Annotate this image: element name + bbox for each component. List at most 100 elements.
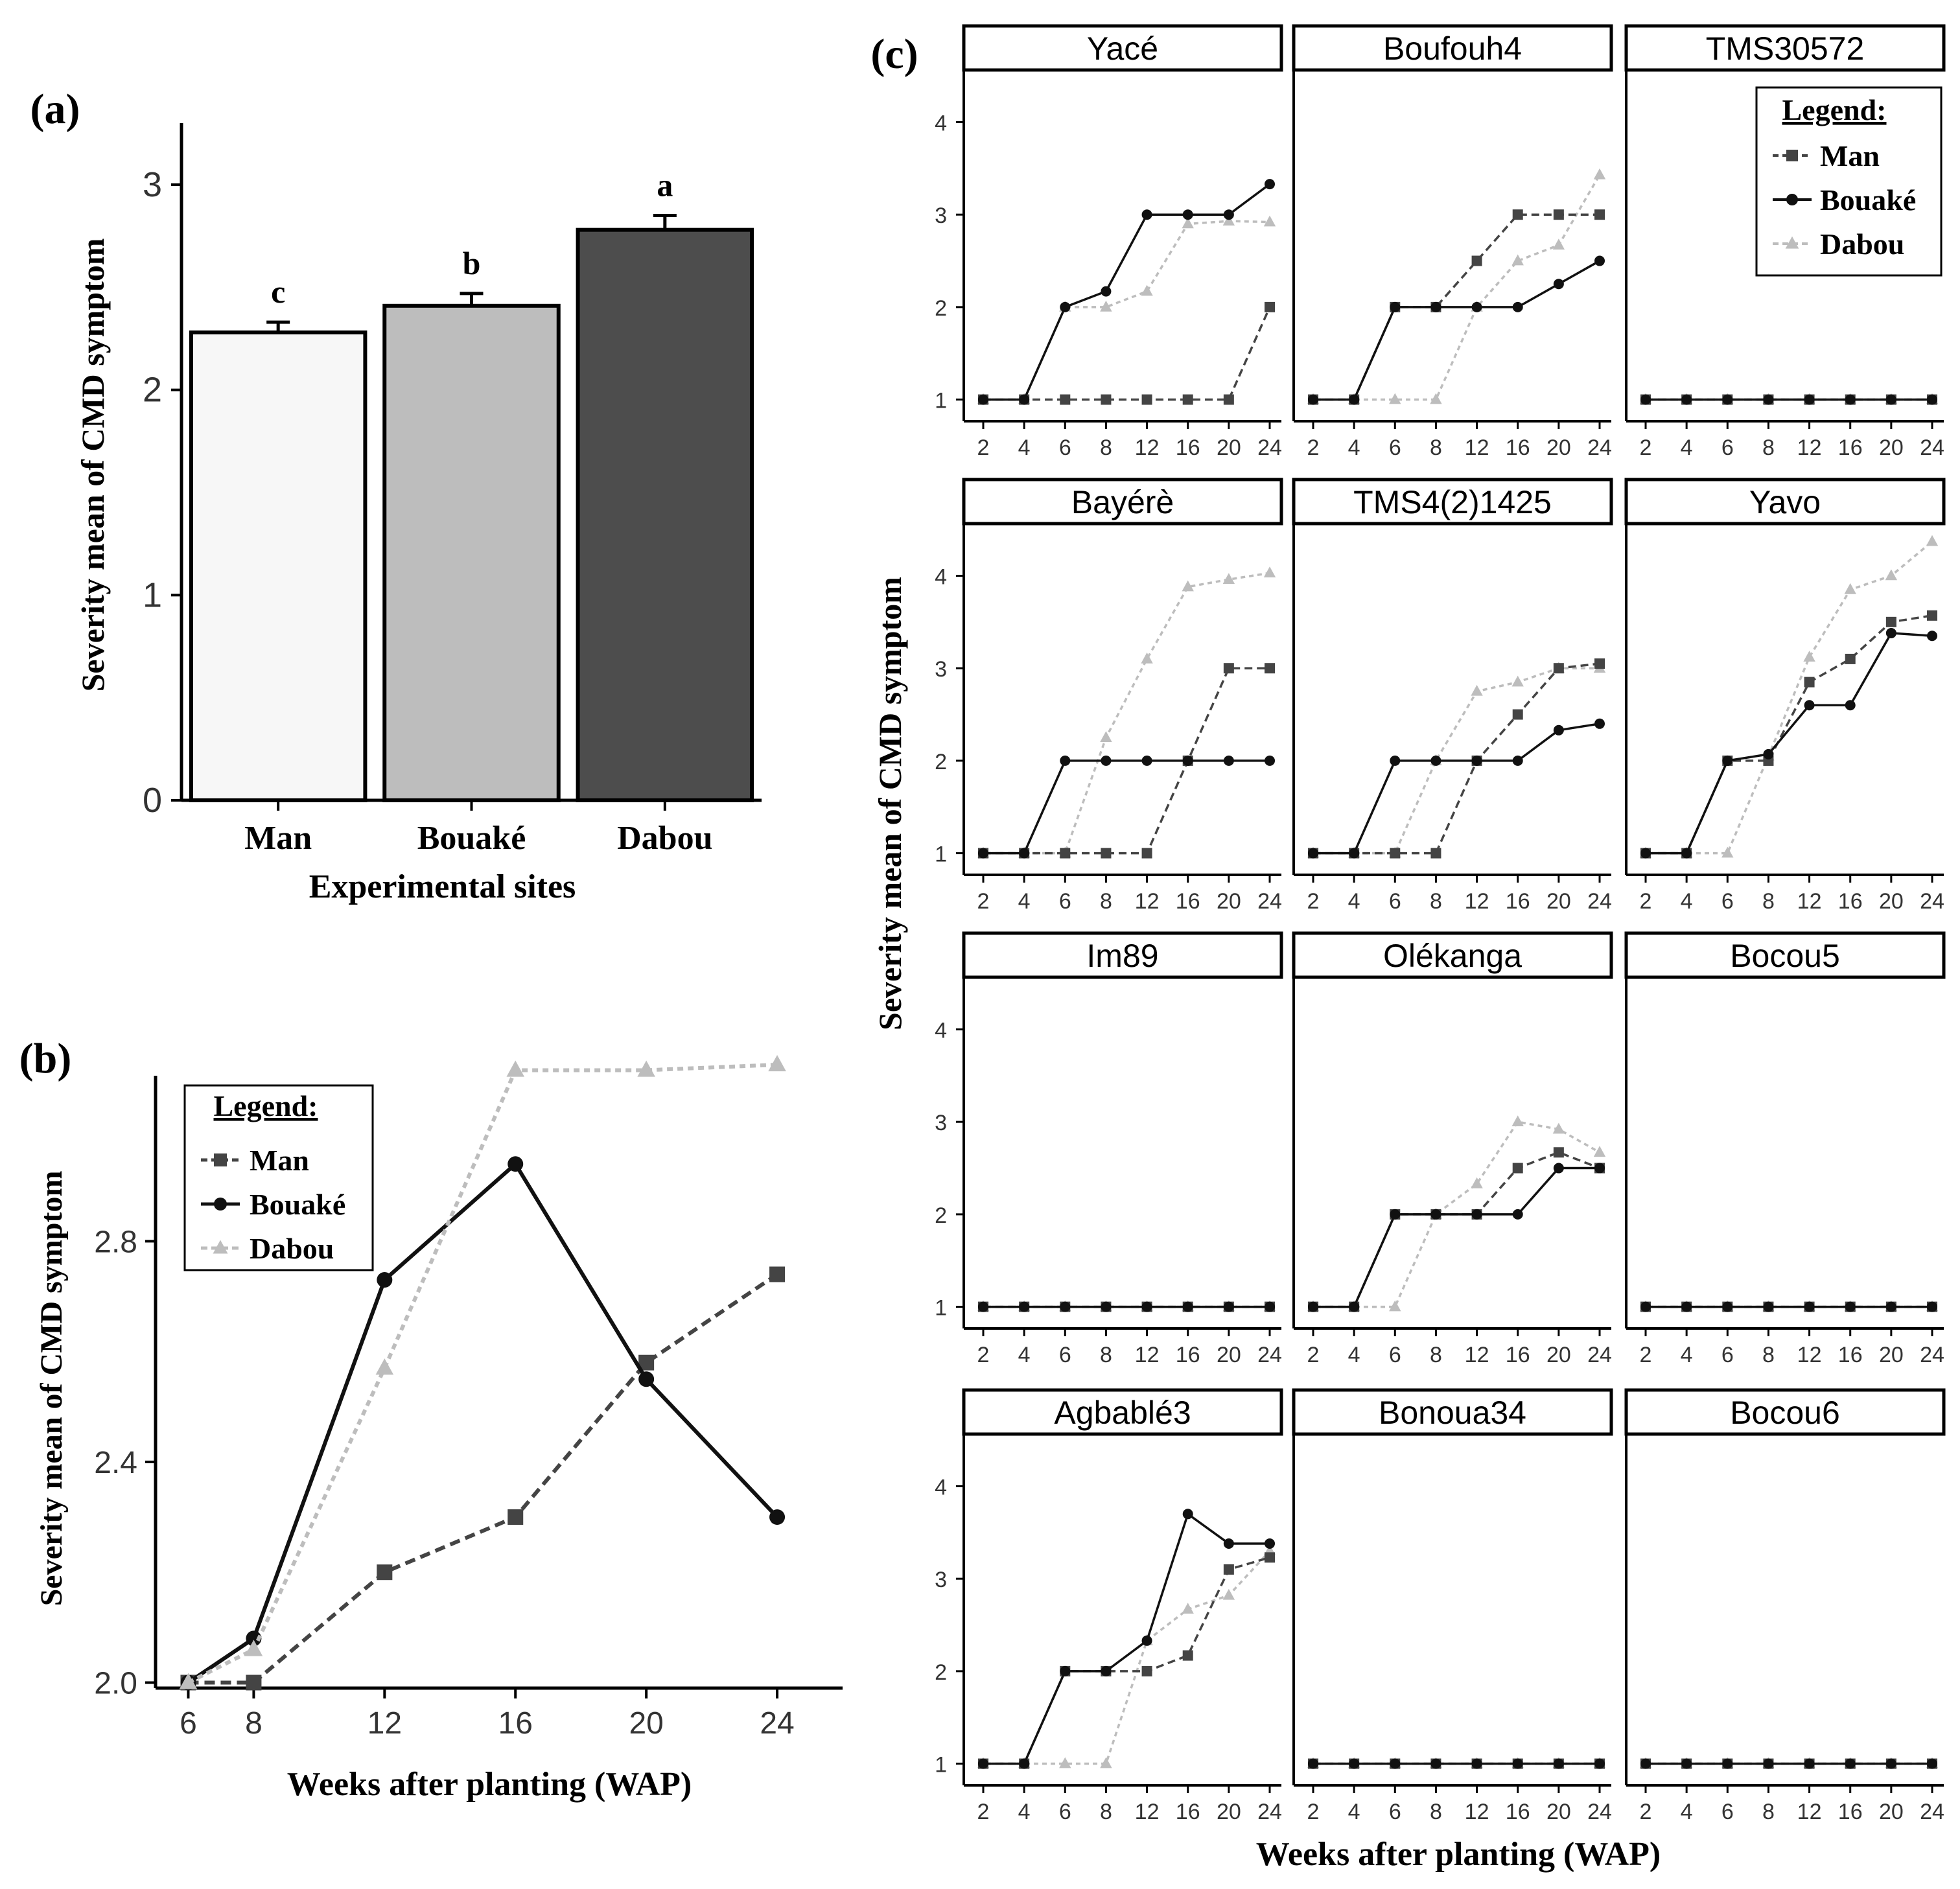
x-tick-label: 16: [1506, 435, 1530, 460]
data-point-Bouaké: [1512, 755, 1523, 766]
data-point-Bouaké: [1141, 755, 1152, 766]
panel-b-line-chart: 2.0 2.4 2.8 6 8 12 16 20 24 Legend: Man Bouaké Dabou…: [34, 1054, 843, 1803]
panel-label-a: (a): [30, 86, 80, 133]
data-point-Bouaké: [1471, 1758, 1482, 1769]
significance-letter: b: [463, 245, 481, 281]
series-line-Dabou: [983, 220, 1270, 401]
data-point-Bouaké: [1223, 755, 1234, 766]
x-tick-label: 12: [1465, 889, 1489, 914]
data-point-Bouaké: [1349, 848, 1360, 859]
panel-label-b: (b): [19, 1035, 72, 1082]
x-tick-label: 24: [1587, 1343, 1612, 1367]
facet-strip: [1624, 478, 1946, 526]
data-point-Dabou: [1389, 1300, 1401, 1312]
data-point-Bouaké: [1927, 1758, 1937, 1769]
data-point-Dabou: [1430, 393, 1442, 404]
data-point-Bouaké: [1471, 1209, 1482, 1220]
data-point-Bouaké: [1845, 1758, 1856, 1769]
data-point-Dabou: [1552, 1122, 1565, 1134]
data-point-Bouaké: [1885, 627, 1896, 638]
x-tick-label: 24: [1257, 435, 1282, 460]
x-tick-label: 6: [1721, 435, 1734, 460]
data-point-Man: [1101, 848, 1112, 859]
data-point-Bouaké: [1763, 1301, 1774, 1312]
x-tick-label: 6: [1389, 1343, 1401, 1367]
data-point-Bouaké: [1885, 1301, 1896, 1312]
data-point-Man: [1553, 1147, 1564, 1158]
x-tick-label: 4: [1018, 1800, 1031, 1824]
x-tick-label: 12: [1797, 1800, 1822, 1824]
x-tick-label: 4: [1018, 889, 1031, 914]
x-tick-label: 12: [368, 1706, 402, 1741]
x-tick-label: 4: [1348, 1800, 1360, 1824]
legend-title: Legend:: [214, 1089, 318, 1122]
data-point-Bouaké: [1060, 1665, 1071, 1676]
x-tick-label: 2: [1640, 1343, 1652, 1367]
x-tick-label: 16: [1506, 889, 1530, 914]
y-tick-label: 3: [935, 657, 947, 682]
data-point-Man: [508, 1509, 524, 1525]
x-tick-label: 6: [180, 1706, 197, 1741]
x-tick-label: 16: [1838, 889, 1863, 914]
data-point-Man: [1512, 209, 1523, 220]
legend-marker: [1786, 194, 1798, 205]
data-point-Bouaké: [1640, 1758, 1651, 1769]
data-point-Bouaké: [1594, 255, 1605, 266]
data-point-Dabou: [1593, 168, 1606, 180]
x-tick-label: 20: [629, 1706, 663, 1741]
bar-Man: [189, 330, 368, 802]
data-point-Man: [1512, 1163, 1523, 1174]
x-tick-label: 20: [1217, 1343, 1241, 1367]
data-point-Dabou: [1471, 1177, 1483, 1188]
series-line-Dabou: [1313, 667, 1600, 855]
x-tick-label: 20: [1879, 889, 1904, 914]
data-point-Dabou: [1182, 580, 1194, 592]
series-line-Dabou: [983, 1550, 1271, 1765]
data-point-Bouaké: [638, 1371, 655, 1387]
x-tick-label: 16: [1506, 1343, 1530, 1367]
bar-Dabou: [576, 227, 754, 802]
x-tick-label: 24: [1920, 889, 1944, 914]
x-tick-label: 8: [245, 1706, 262, 1741]
data-point-Bouaké: [1594, 718, 1605, 729]
x-tick-label: 16: [1838, 1800, 1863, 1824]
data-point-Man: [1430, 848, 1441, 859]
data-point-Dabou: [1222, 573, 1235, 584]
x-tick-label: 16: [1176, 435, 1200, 460]
data-point-Bouaké: [1885, 1758, 1896, 1769]
data-point-Bouaké: [1182, 209, 1193, 220]
data-point-Man: [1553, 209, 1564, 220]
x-tick-label: 2: [977, 1343, 990, 1367]
series-line-Dabou: [187, 1062, 778, 1685]
x-tick-label: 8: [1430, 1800, 1442, 1824]
x-tick-label: 2: [977, 435, 990, 460]
x-tick-label: 6: [1721, 889, 1734, 914]
data-point-Bouaké: [1763, 394, 1774, 405]
y-tick-label: 1: [935, 842, 947, 867]
data-point-Bouaké: [1390, 301, 1401, 312]
data-point-Bouaké: [978, 848, 988, 859]
facet-title: Boufouh4: [1383, 30, 1522, 67]
data-point-Bouaké: [1845, 700, 1856, 711]
x-tick-label: 2: [1640, 889, 1652, 914]
data-point-Bouaké: [1101, 1301, 1112, 1312]
data-point-Bouaké: [1349, 1301, 1360, 1312]
y-tick-label: 2: [935, 750, 947, 774]
data-point-Man: [1804, 677, 1815, 688]
facet-title: Bocou5: [1730, 938, 1840, 974]
x-tick-label: 4: [1681, 1343, 1693, 1367]
x-axis-title: Weeks after planting (WAP): [1256, 1836, 1661, 1873]
data-point-Bouaké: [1182, 755, 1193, 766]
panel-label-c: (c): [870, 30, 918, 78]
facet-strip: [1292, 478, 1613, 526]
facet-strip: [962, 24, 1283, 72]
data-point-Bouaké: [1845, 1301, 1856, 1312]
data-point-Bouaké: [1804, 1758, 1815, 1769]
x-tick-label: 8: [1762, 1800, 1775, 1824]
facet-title: TMS30572: [1706, 30, 1865, 67]
data-point-Man: [769, 1266, 786, 1282]
x-tick-label: 24: [1587, 1800, 1612, 1824]
legend: Legend: Man Bouaké Dabou: [1755, 86, 1942, 277]
series-line-Dabou: [1646, 540, 1933, 855]
